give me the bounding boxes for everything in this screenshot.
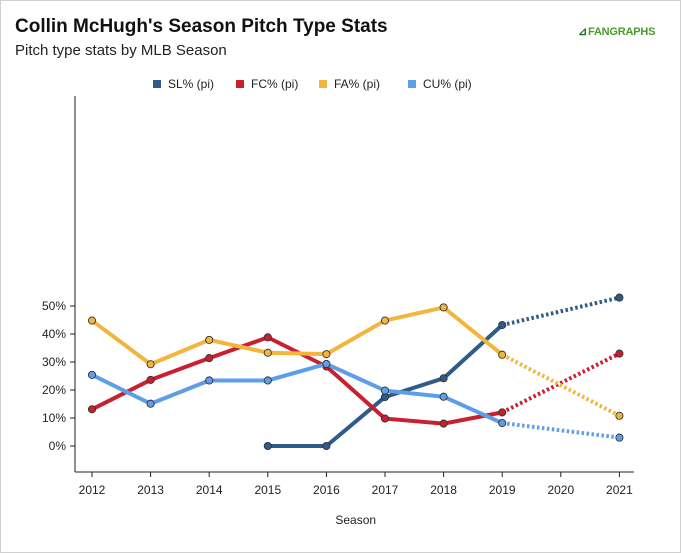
series-line	[324, 361, 387, 393]
x-tick-label: 2017	[372, 483, 399, 497]
data-point	[380, 414, 390, 423]
data-point	[498, 320, 507, 330]
legend-swatch	[319, 80, 327, 88]
series-line	[148, 378, 212, 406]
x-tick-label: 2016	[313, 483, 340, 497]
data-point	[263, 348, 272, 357]
series-line-dotted	[501, 352, 621, 418]
y-tick-label: 0%	[49, 439, 67, 453]
series-line	[441, 323, 505, 381]
legend-label: SL% (pi)	[168, 77, 214, 91]
series-line	[265, 361, 329, 383]
x-tick-label: 2020	[547, 483, 574, 497]
data-point	[380, 316, 390, 325]
series-line	[383, 416, 446, 426]
series-line	[90, 318, 153, 367]
data-point	[146, 399, 155, 408]
series-line	[383, 305, 446, 323]
data-point	[380, 386, 390, 395]
y-tick-label: 10%	[42, 411, 66, 425]
data-point	[205, 354, 214, 363]
series-line	[207, 337, 270, 355]
x-tick-label: 2021	[606, 483, 633, 497]
x-tick-label: 2013	[137, 483, 164, 497]
series-line	[441, 394, 505, 426]
legend-swatch	[236, 80, 244, 88]
data-point	[146, 375, 155, 384]
data-point	[615, 349, 624, 358]
series-line	[148, 337, 212, 367]
legend-label: FA% (pi)	[334, 77, 380, 91]
data-point	[439, 374, 448, 383]
x-tick-label: 2019	[489, 483, 516, 497]
legend-label: CU% (pi)	[423, 77, 472, 91]
data-point	[205, 335, 214, 344]
data-point	[263, 376, 272, 385]
x-axis-label: Season	[335, 513, 376, 527]
logo-mark-icon: ⊿	[578, 26, 588, 38]
data-point	[439, 303, 448, 312]
data-point	[498, 408, 507, 417]
series-line	[90, 377, 153, 412]
x-tick-label: 2012	[79, 483, 106, 497]
data-point	[615, 293, 624, 302]
series-line	[324, 364, 387, 421]
data-point	[439, 392, 448, 401]
data-point	[322, 350, 331, 359]
data-point	[439, 419, 448, 428]
data-point	[87, 370, 97, 379]
series-line	[383, 388, 446, 399]
series-line	[265, 350, 329, 357]
series-line	[441, 410, 505, 426]
chart-title: Collin McHugh's Season Pitch Type Stats	[15, 16, 388, 37]
y-tick-label: 40%	[42, 327, 66, 341]
x-tick-label: 2014	[196, 483, 223, 497]
data-point	[615, 433, 624, 442]
series-line	[324, 318, 387, 357]
y-tick-label: 30%	[42, 355, 66, 369]
data-point	[498, 418, 507, 428]
series-line	[148, 356, 212, 382]
series-line	[441, 305, 505, 357]
data-point	[87, 405, 97, 414]
data-point	[205, 376, 214, 385]
x-tick-label: 2015	[254, 483, 281, 497]
fangraphs-logo: ⊿FANGRAPHS	[578, 25, 655, 38]
data-point	[87, 316, 97, 325]
data-point	[263, 441, 272, 451]
data-point	[498, 350, 507, 359]
data-point	[263, 333, 272, 342]
series-line-dotted	[501, 421, 620, 440]
data-point	[146, 360, 155, 369]
logo-text: FANGRAPHS	[588, 26, 656, 38]
legend-swatch	[153, 80, 161, 88]
legend-label: FC% (pi)	[251, 77, 298, 91]
series-line	[90, 372, 153, 406]
data-point	[615, 411, 624, 420]
data-point	[322, 441, 331, 451]
data-point	[322, 359, 331, 369]
x-tick-label: 2018	[430, 483, 457, 497]
y-tick-label: 50%	[42, 299, 66, 313]
series-line-dotted	[501, 295, 620, 327]
legend-swatch	[408, 80, 416, 88]
series-line	[383, 376, 446, 399]
y-tick-label: 20%	[42, 383, 66, 397]
chart-subtitle: Pitch type stats by MLB Season	[15, 42, 227, 59]
series-line	[324, 395, 387, 448]
